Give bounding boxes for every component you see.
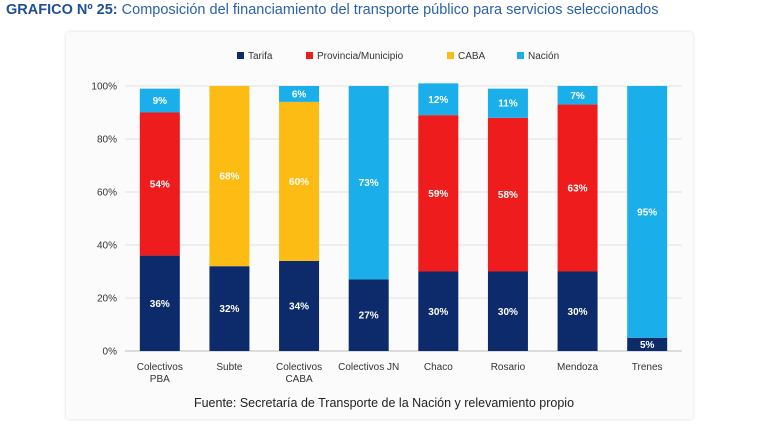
- x-tick-label: Colectivos: [276, 362, 322, 373]
- bar-segment: [279, 260, 320, 351]
- bar-segment: [418, 115, 459, 272]
- data-label: 54%: [150, 180, 170, 191]
- data-label: 5%: [640, 340, 655, 351]
- data-label: 27%: [359, 311, 379, 322]
- bar-segment: [139, 255, 180, 351]
- legend-label: Nación: [528, 51, 559, 62]
- bar-segment: [139, 88, 180, 113]
- y-tick-label: 0%: [103, 347, 118, 358]
- data-label: 30%: [498, 307, 518, 318]
- bar-segment: [348, 86, 389, 280]
- data-label: 9%: [153, 96, 168, 107]
- data-label: 60%: [289, 177, 309, 188]
- bar-segment: [627, 337, 668, 351]
- y-tick-label: 80%: [97, 135, 117, 146]
- data-label: 32%: [219, 304, 239, 315]
- bar-segment: [418, 83, 459, 116]
- x-tick-label: PBA: [150, 374, 170, 385]
- bar-segment: [627, 86, 668, 338]
- bar-segment: [209, 266, 250, 351]
- bar-segment: [418, 271, 459, 351]
- x-tick-label: CABA: [285, 374, 313, 385]
- chart-heading: GRAFICO Nº 25: Composición del financiam…: [6, 2, 658, 18]
- legend-swatch: [517, 52, 524, 59]
- data-label: 68%: [219, 172, 239, 183]
- x-tick-label: Chaco: [424, 362, 453, 373]
- bar-segment: [348, 279, 389, 351]
- bar-segment: [139, 112, 180, 256]
- bar-segment: [557, 104, 598, 272]
- data-label: 30%: [428, 307, 448, 318]
- x-tick-label: Subte: [216, 362, 243, 373]
- bar-segment: [279, 86, 320, 102]
- data-label: 63%: [568, 184, 588, 195]
- data-label: 11%: [498, 99, 518, 110]
- x-tick-label: Colectivos JN: [338, 362, 399, 373]
- data-label: 36%: [150, 299, 170, 310]
- bar-segment: [557, 271, 598, 351]
- data-label: 30%: [568, 307, 588, 318]
- source-note: Fuente: Secretaría de Transporte de la N…: [193, 396, 575, 410]
- data-label: 6%: [292, 89, 307, 100]
- bar-segment: [487, 117, 528, 272]
- data-label: 73%: [359, 178, 379, 189]
- bar-segment: [487, 88, 528, 118]
- data-label: 58%: [498, 190, 518, 201]
- legend-label: Provincia/Municipio: [317, 51, 404, 62]
- data-label: 95%: [637, 207, 657, 218]
- legend-swatch: [237, 52, 244, 59]
- data-label: 34%: [289, 301, 309, 312]
- legend-label: Tarifa: [248, 51, 273, 62]
- y-tick-label: 20%: [97, 294, 117, 305]
- heading-label: GRAFICO Nº 25:: [6, 2, 118, 18]
- data-label: 59%: [428, 189, 448, 200]
- bar-segment: [557, 86, 598, 105]
- legend-swatch: [306, 52, 313, 59]
- y-tick-label: 40%: [97, 241, 117, 252]
- x-tick-label: Trenes: [632, 362, 663, 373]
- legend-swatch: [447, 52, 454, 59]
- heading-text: Composición del financiamiento del trans…: [121, 2, 659, 18]
- y-tick-label: 100%: [91, 82, 117, 93]
- legend-label: CABA: [458, 51, 486, 62]
- x-tick-label: Rosario: [491, 362, 526, 373]
- x-tick-label: Mendoza: [557, 362, 599, 373]
- data-label: 7%: [570, 91, 585, 102]
- x-tick-label: Colectivos: [137, 362, 183, 373]
- bar-segment: [209, 86, 250, 267]
- bar-segment: [487, 271, 528, 351]
- bar-segment: [279, 101, 320, 261]
- y-tick-label: 60%: [97, 188, 117, 199]
- data-label: 12%: [428, 95, 448, 106]
